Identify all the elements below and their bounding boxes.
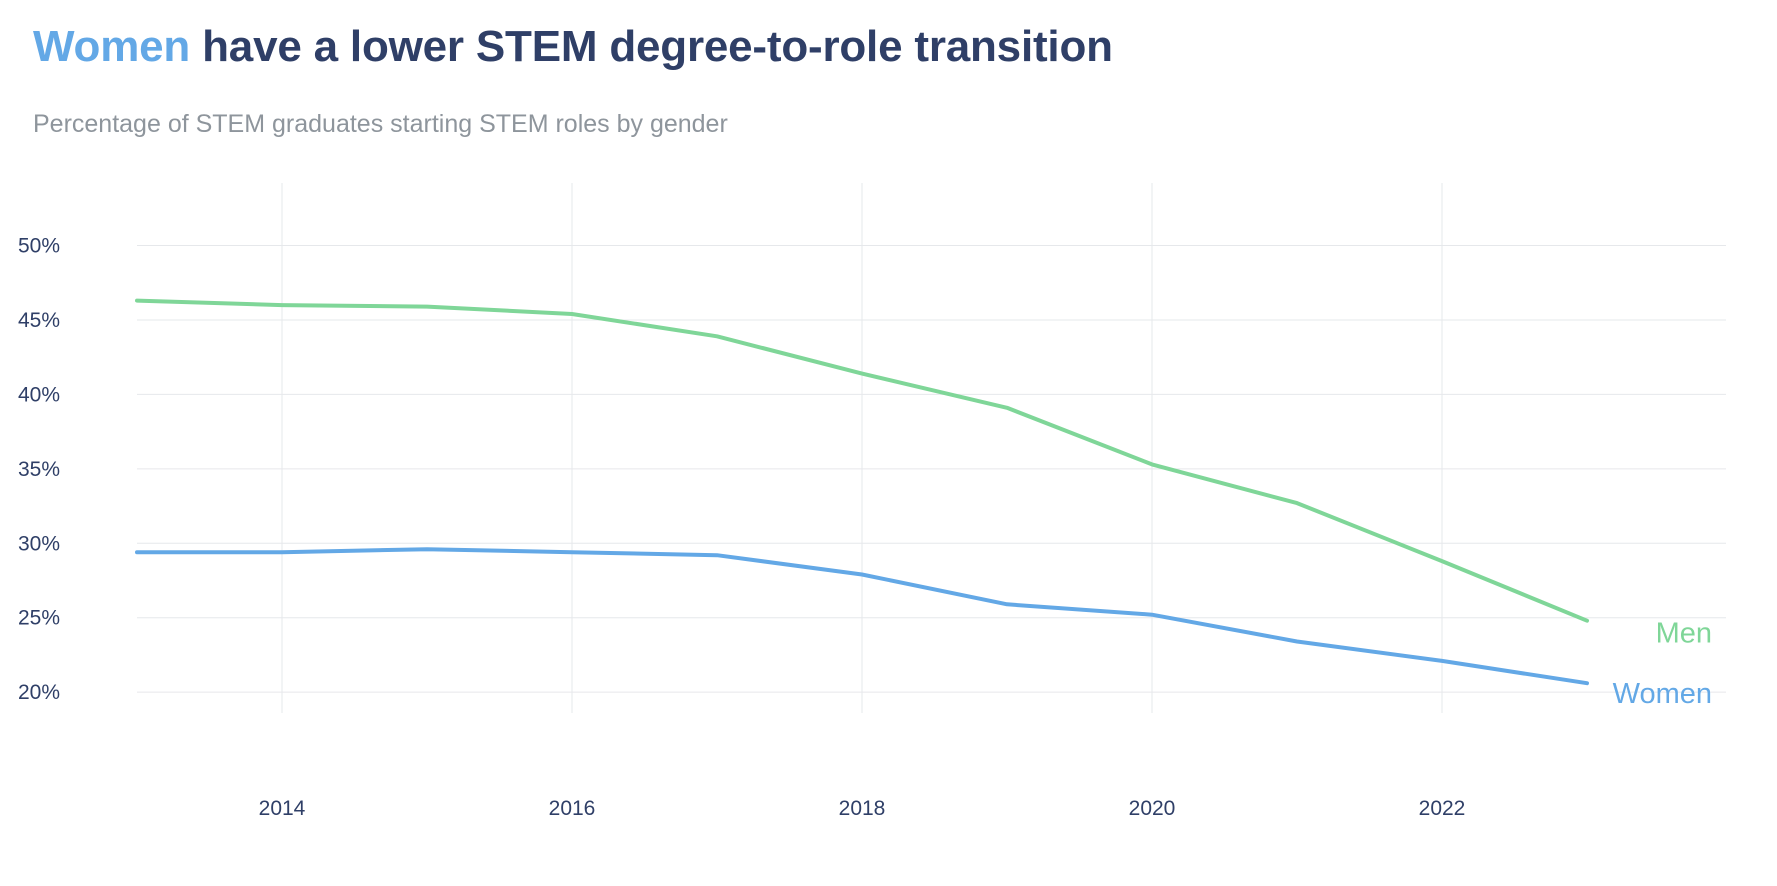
x-axis: 2014 2016 2018 2020 2022 [259,797,1466,820]
y-tick-label-50: 50% [18,235,60,258]
x-tick-label-2020: 2020 [1129,797,1176,820]
title-rest: have a lower STEM degree-to-role transit… [190,22,1113,71]
y-axis: 20% 25% 30% 35% 40% 45% 50% [18,235,60,705]
series-line-men [135,298,1589,623]
x-tick-label-2014: 2014 [259,797,306,820]
series-line-women [135,547,1589,686]
x-tick-label-2016: 2016 [549,797,596,820]
y-tick-label-25: 25% [18,607,60,630]
series-label-women: Women [1613,678,1712,710]
chart-subtitle: Percentage of STEM graduates starting ST… [33,110,728,138]
series-lines [135,298,1589,686]
vertical-gridlines [281,183,1443,713]
x-tick-label-2018: 2018 [839,797,886,820]
title-highlight: Women [33,22,191,71]
y-tick-label-35: 35% [18,458,60,481]
horizontal-gridlines [137,245,1726,693]
series-label-men: Men [1656,618,1712,650]
y-tick-label-20: 20% [18,681,60,704]
x-tick-label-2022: 2022 [1419,797,1466,820]
series-labels: Men Women [1613,618,1712,711]
y-tick-label-30: 30% [18,532,60,555]
y-tick-label-45: 45% [18,309,60,332]
y-tick-label-40: 40% [18,383,60,406]
chart-title: Women have a lower STEM degree-to-role t… [33,22,1113,72]
